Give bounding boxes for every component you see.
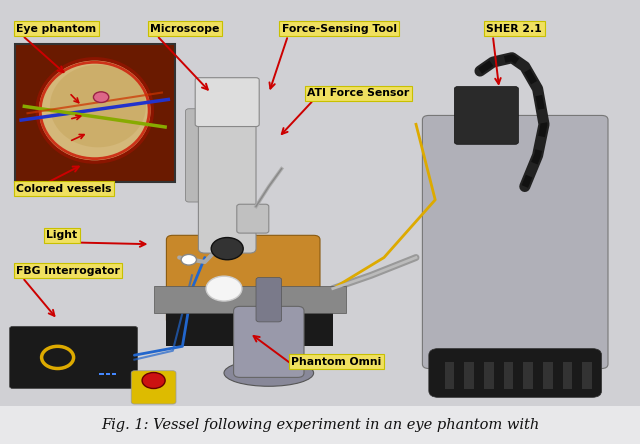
- Bar: [524, 362, 533, 388]
- FancyBboxPatch shape: [166, 235, 320, 324]
- Text: Phantom Omni: Phantom Omni: [291, 357, 381, 367]
- Bar: [112, 373, 116, 375]
- Ellipse shape: [50, 65, 146, 147]
- Text: Colored vessels: Colored vessels: [16, 184, 111, 194]
- Bar: [0, 406, 640, 444]
- Text: Light: Light: [46, 230, 77, 240]
- Bar: [106, 373, 110, 375]
- FancyBboxPatch shape: [154, 286, 346, 313]
- Circle shape: [206, 276, 242, 301]
- FancyBboxPatch shape: [234, 306, 304, 377]
- FancyBboxPatch shape: [422, 115, 608, 369]
- FancyBboxPatch shape: [195, 78, 259, 127]
- Bar: [582, 362, 592, 388]
- Text: Microscope: Microscope: [150, 24, 220, 34]
- FancyBboxPatch shape: [429, 349, 602, 397]
- Text: Eye phantom: Eye phantom: [16, 24, 96, 34]
- Bar: [465, 362, 474, 388]
- Bar: [99, 373, 104, 375]
- FancyBboxPatch shape: [10, 326, 138, 388]
- Circle shape: [181, 254, 196, 265]
- FancyBboxPatch shape: [237, 204, 269, 233]
- Bar: [543, 362, 553, 388]
- Ellipse shape: [224, 360, 314, 386]
- Text: SHER 2.1: SHER 2.1: [486, 24, 542, 34]
- FancyBboxPatch shape: [256, 278, 282, 322]
- Bar: [504, 362, 513, 388]
- FancyBboxPatch shape: [454, 87, 518, 144]
- FancyBboxPatch shape: [131, 371, 176, 404]
- Text: ATI Force Sensor: ATI Force Sensor: [307, 88, 410, 98]
- Text: Force-Sensing Tool: Force-Sensing Tool: [282, 24, 397, 34]
- Circle shape: [211, 238, 243, 260]
- Bar: [166, 311, 333, 346]
- FancyBboxPatch shape: [186, 109, 218, 202]
- Circle shape: [93, 92, 109, 103]
- Bar: [445, 362, 454, 388]
- Ellipse shape: [37, 59, 152, 162]
- Text: FBG Interrogator: FBG Interrogator: [16, 266, 120, 276]
- Bar: [563, 362, 572, 388]
- Bar: [15, 44, 175, 182]
- FancyBboxPatch shape: [198, 111, 256, 253]
- Text: Fig. 1: Vessel following experiment in an eye phantom with: Fig. 1: Vessel following experiment in a…: [101, 418, 539, 432]
- Circle shape: [142, 373, 165, 388]
- Bar: [484, 362, 493, 388]
